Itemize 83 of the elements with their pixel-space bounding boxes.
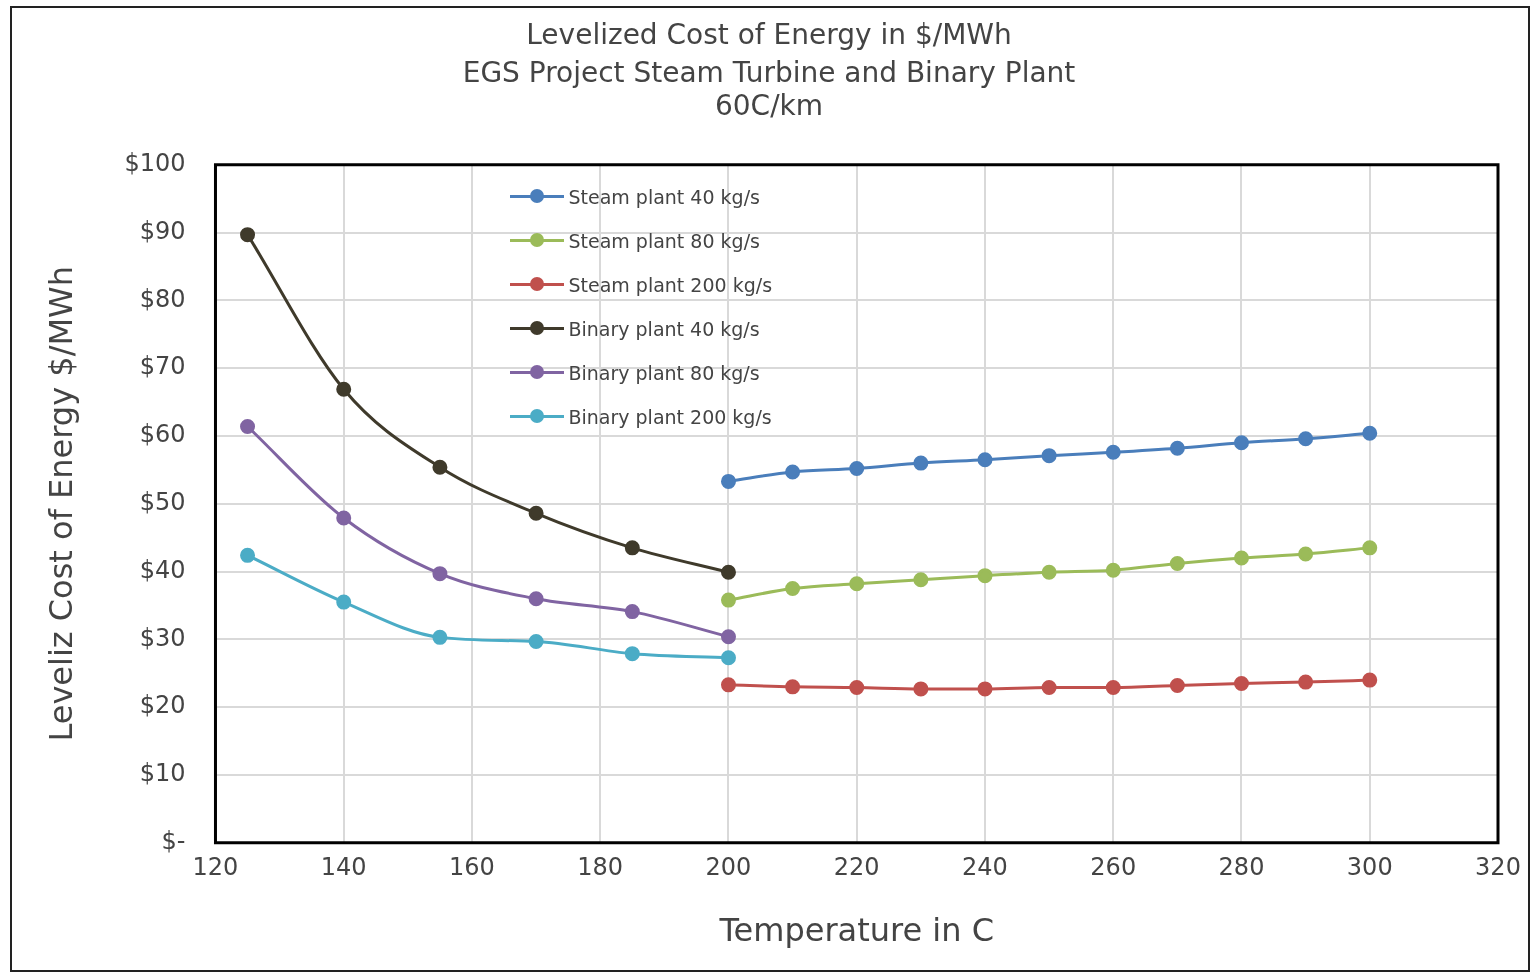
x-tick-label: 300 — [1346, 853, 1393, 882]
point — [432, 629, 448, 645]
point — [1041, 564, 1057, 580]
x-tick-label: 200 — [705, 853, 752, 882]
point — [1169, 440, 1185, 456]
point — [624, 604, 640, 620]
point — [849, 461, 865, 477]
x-tick-label: 180 — [577, 853, 624, 882]
y-tick-label: $90 — [139, 216, 186, 245]
y-tick-label: $100 — [124, 149, 186, 178]
point — [849, 680, 865, 696]
point — [785, 581, 801, 597]
point — [240, 547, 256, 563]
point — [849, 576, 865, 592]
point — [720, 650, 736, 666]
point — [720, 564, 736, 580]
legend-label: Steam plant 200 kg/s — [568, 272, 773, 298]
point — [1362, 540, 1378, 556]
point — [528, 633, 544, 649]
y-tick-label: $70 — [139, 352, 186, 381]
point — [1041, 448, 1057, 464]
point — [977, 452, 993, 468]
point — [240, 419, 256, 435]
x-tick-label: 320 — [1475, 853, 1521, 882]
y-tick-label: $20 — [139, 691, 186, 720]
point — [720, 592, 736, 608]
point — [1169, 678, 1185, 693]
point — [785, 679, 801, 695]
point — [1234, 550, 1249, 566]
point — [1362, 425, 1378, 441]
point — [1105, 680, 1121, 696]
point — [720, 677, 736, 693]
x-tick-label: 280 — [1218, 853, 1265, 882]
point — [1234, 435, 1249, 451]
point — [624, 540, 640, 556]
legend-label: Binary plant 200 kg/s — [568, 404, 772, 430]
x-axis-title: Temperature in C — [718, 911, 995, 950]
y-tick-label: $40 — [139, 555, 186, 584]
chart-title: Levelized Cost of Energy in $/MWh — [526, 18, 1012, 52]
y-tick-label: $80 — [139, 284, 186, 313]
point — [1105, 562, 1121, 578]
legend-label: Binary plant 40 kg/s — [568, 316, 760, 342]
x-tick-label: 120 — [192, 853, 239, 882]
point — [336, 594, 352, 610]
point — [336, 510, 352, 526]
point — [1362, 672, 1378, 688]
point — [785, 464, 801, 480]
point — [240, 227, 256, 243]
point — [1298, 546, 1314, 562]
point — [624, 646, 640, 662]
point — [1298, 431, 1314, 447]
point — [1298, 674, 1314, 690]
point — [720, 629, 736, 645]
x-tick-label: 160 — [449, 853, 495, 882]
x-tick-label: 220 — [833, 853, 880, 882]
point — [432, 566, 448, 582]
point — [528, 591, 544, 607]
point — [1234, 675, 1249, 691]
point — [977, 681, 993, 697]
point — [913, 455, 929, 471]
y-tick-label: $50 — [139, 488, 186, 517]
legend-label: Binary plant 80 kg/s — [568, 360, 760, 386]
x-tick-label: 260 — [1090, 853, 1137, 882]
point — [913, 572, 929, 588]
x-tick-label: 240 — [962, 853, 1008, 882]
point — [913, 681, 929, 697]
point — [720, 473, 736, 489]
x-tick-label: 140 — [320, 853, 367, 882]
legend-label: Steam plant 80 kg/s — [568, 228, 760, 254]
y-tick-label: $60 — [139, 420, 186, 449]
point — [1169, 555, 1185, 571]
y-tick-label: $- — [161, 827, 186, 856]
point — [977, 568, 993, 584]
y-tick-label: $10 — [139, 759, 186, 788]
point — [528, 505, 544, 521]
point — [336, 381, 352, 397]
y-tick-label: $30 — [139, 623, 186, 652]
y-axis-title: Leveliz Cost of Energy $/MWh — [41, 266, 80, 742]
point — [1105, 444, 1121, 460]
legend-label: Steam plant 40 kg/s — [568, 184, 760, 210]
point — [432, 459, 448, 475]
point — [1041, 680, 1057, 696]
chart-subtitle: EGS Project Steam Turbine and Binary Plant 60C/km — [462, 55, 1076, 123]
